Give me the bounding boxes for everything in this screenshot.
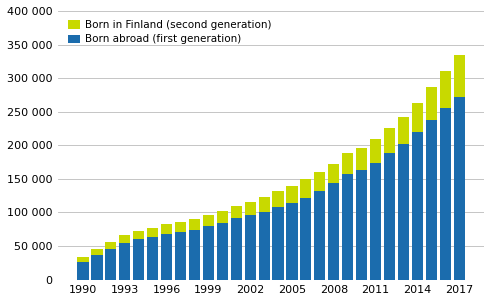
Bar bbox=[370, 139, 381, 163]
Bar bbox=[314, 191, 326, 279]
Bar bbox=[398, 144, 409, 279]
Bar bbox=[106, 242, 116, 249]
Bar bbox=[133, 231, 144, 239]
Bar bbox=[314, 172, 326, 191]
Bar bbox=[217, 211, 228, 223]
Bar bbox=[273, 191, 284, 207]
Bar bbox=[259, 197, 270, 212]
Bar bbox=[286, 203, 298, 279]
Bar bbox=[356, 148, 367, 170]
Bar bbox=[454, 97, 464, 279]
Bar bbox=[412, 133, 423, 279]
Bar bbox=[189, 219, 200, 230]
Bar bbox=[300, 198, 311, 279]
Bar bbox=[161, 224, 172, 234]
Bar bbox=[203, 215, 214, 226]
Bar bbox=[426, 87, 437, 120]
Bar bbox=[259, 212, 270, 279]
Bar bbox=[203, 226, 214, 279]
Legend: Born in Finland (second generation), Born abroad (first generation): Born in Finland (second generation), Bor… bbox=[63, 16, 276, 49]
Bar bbox=[175, 232, 186, 279]
Bar bbox=[328, 184, 339, 279]
Bar bbox=[300, 179, 311, 198]
Bar bbox=[328, 164, 339, 184]
Bar bbox=[245, 215, 256, 279]
Bar bbox=[342, 174, 353, 279]
Bar bbox=[384, 128, 395, 153]
Bar bbox=[147, 229, 158, 237]
Bar bbox=[370, 163, 381, 279]
Bar bbox=[106, 249, 116, 279]
Bar bbox=[119, 235, 131, 243]
Bar bbox=[161, 234, 172, 279]
Bar bbox=[439, 71, 451, 108]
Bar bbox=[384, 153, 395, 279]
Bar bbox=[398, 117, 409, 144]
Bar bbox=[412, 103, 423, 133]
Bar bbox=[231, 206, 242, 218]
Bar bbox=[78, 262, 89, 279]
Bar bbox=[147, 237, 158, 279]
Bar bbox=[217, 223, 228, 279]
Bar bbox=[356, 170, 367, 279]
Bar bbox=[439, 108, 451, 279]
Bar bbox=[231, 218, 242, 279]
Bar bbox=[119, 243, 131, 279]
Bar bbox=[189, 230, 200, 279]
Bar bbox=[91, 249, 103, 255]
Bar bbox=[245, 202, 256, 215]
Bar bbox=[426, 120, 437, 279]
Bar bbox=[133, 239, 144, 279]
Bar bbox=[91, 255, 103, 279]
Bar bbox=[342, 153, 353, 174]
Bar bbox=[286, 185, 298, 203]
Bar bbox=[454, 55, 464, 97]
Bar bbox=[78, 257, 89, 262]
Bar bbox=[273, 207, 284, 279]
Bar bbox=[175, 222, 186, 232]
